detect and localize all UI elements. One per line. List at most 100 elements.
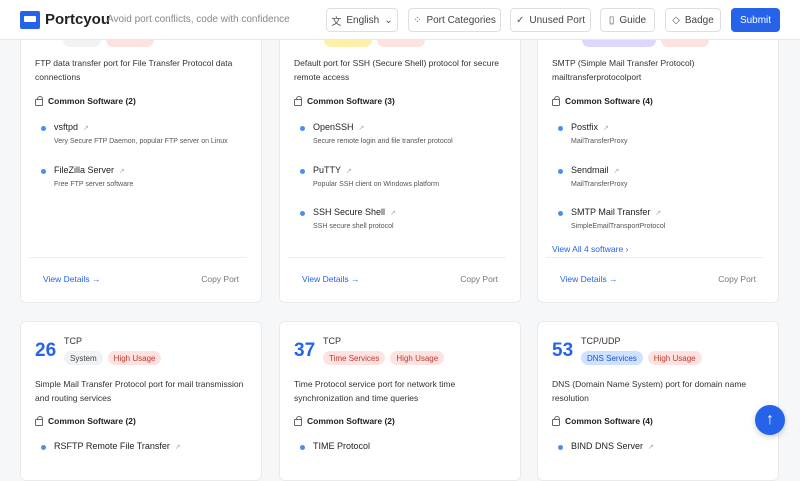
unused-port-label: Unused Port: [529, 14, 585, 26]
tags: DNS Services High Usage: [581, 351, 702, 365]
brand-name[interactable]: Portcyou: [45, 11, 111, 28]
port-card: Default port for SSH (Secure Shell) prot…: [279, 0, 521, 303]
view-details-link[interactable]: View Details →: [560, 274, 618, 284]
software-name[interactable]: SSH Secure Shell: [313, 207, 386, 217]
external-link-icon[interactable]: ↗: [119, 168, 125, 175]
software-count: Common Software (2): [48, 96, 136, 106]
bullet-icon: [41, 169, 46, 174]
divider: [288, 257, 506, 258]
submit-button[interactable]: Submit: [731, 8, 780, 32]
software-desc: SimpleEmailTransportProtocol: [571, 223, 666, 230]
software-count: Common Software (2): [48, 416, 136, 426]
bullet-icon: [41, 445, 46, 450]
bullet-icon: [558, 126, 563, 131]
port-card: 37 TCP Time Services High Usage Time Prot…: [279, 321, 521, 481]
software-desc: Free FTP server software: [54, 181, 134, 188]
external-link-icon[interactable]: ↗: [174, 444, 181, 451]
bullet-icon: [558, 169, 563, 174]
external-link-icon[interactable]: ↗: [655, 210, 662, 217]
bullet-icon: [41, 126, 46, 131]
tag: High Usage: [107, 351, 162, 365]
language-selector[interactable]: 文 English ⌄: [326, 8, 398, 32]
arrow-right-icon: →: [351, 274, 360, 284]
package-icon: [35, 415, 43, 426]
common-software-title: Common Software (4): [552, 415, 653, 426]
software-count: Common Software (2): [307, 416, 395, 426]
tagline: Avoid port conflicts, code with confiden…: [107, 14, 290, 25]
guide-button[interactable]: ▯ Guide: [600, 8, 655, 32]
bullet-icon: [558, 211, 563, 216]
tag: Time Services: [323, 351, 386, 365]
port-description: Default port for SSH (Secure Shell) prot…: [294, 58, 500, 82]
tag: System: [64, 351, 103, 365]
bullet-icon: [300, 126, 305, 131]
software-desc: Popular SSH client on Windows platform: [313, 181, 440, 188]
header: Portcyou Avoid port conflicts, code with…: [0, 0, 800, 40]
copy-port-button[interactable]: Copy Port: [460, 274, 498, 284]
tag: High Usage: [647, 351, 702, 365]
translate-icon: 文: [331, 16, 342, 28]
guide-label: Guide: [619, 14, 647, 26]
badge-button[interactable]: ◇ Badge: [665, 8, 721, 32]
software-name[interactable]: TIME Protocol: [313, 441, 371, 451]
view-details-link[interactable]: View Details →: [302, 274, 360, 284]
protocol: TCP: [323, 336, 341, 346]
port-card: FTP data transfer port for File Transfer…: [20, 0, 262, 303]
copy-port-button[interactable]: Copy Port: [201, 274, 239, 284]
external-link-icon[interactable]: ↗: [358, 125, 365, 132]
package-icon: [294, 415, 302, 426]
port-card: 26 TCP System High Usage Simple Mail Tran…: [20, 321, 262, 481]
software-count: Common Software (4): [565, 416, 653, 426]
software-count: Common Software (4): [565, 96, 653, 106]
software-name[interactable]: Sendmail: [571, 165, 609, 175]
chevron-right-icon: ›: [625, 244, 629, 254]
port-categories-button[interactable]: ⁘ Port Categories: [408, 8, 501, 32]
external-link-icon[interactable]: ↗: [603, 125, 609, 132]
tags: Time Services High Usage: [323, 351, 445, 365]
view-details-link[interactable]: View Details →: [43, 274, 101, 284]
software-desc: MailTransferProxy: [571, 181, 628, 188]
port-description: DNS (Domain Name System) port for domain…: [552, 379, 747, 403]
arrow-up-icon: ↑: [766, 411, 774, 428]
scroll-to-top-button[interactable]: ↑: [755, 405, 785, 435]
tags: System High Usage: [64, 351, 162, 365]
port-description: Simple Mail Transfer Protocol port for m…: [35, 379, 244, 403]
external-link-icon[interactable]: ↗: [390, 210, 396, 217]
chevron-down-icon: ⌄: [384, 14, 393, 26]
software-name[interactable]: BIND DNS Server: [571, 441, 644, 451]
view-all-software-link[interactable]: View All 4 software ›: [552, 244, 629, 254]
software-desc: Very Secure FTP Daemon, popular FTP serv…: [54, 138, 228, 145]
software-name[interactable]: PuTTY: [313, 165, 342, 175]
software-name[interactable]: Postfix: [571, 122, 599, 132]
port-number[interactable]: 37: [294, 340, 316, 361]
common-software-title: Common Software (2): [35, 415, 136, 426]
software-desc: MailTransferProxy: [571, 138, 628, 145]
protocol: TCP: [64, 336, 82, 346]
logo-icon[interactable]: [20, 11, 40, 29]
port-number[interactable]: 53: [552, 340, 574, 361]
external-link-icon[interactable]: ↗: [346, 168, 352, 175]
arrow-right-icon: →: [92, 274, 101, 284]
external-link-icon[interactable]: ↗: [83, 125, 89, 132]
software-name[interactable]: FileZilla Server: [54, 165, 115, 175]
common-software-title: Common Software (4): [552, 95, 653, 106]
grid-icon: ⁘: [413, 14, 422, 26]
software-name[interactable]: RSFTP Remote File Transfer: [54, 441, 170, 451]
external-link-icon[interactable]: ↗: [648, 444, 654, 451]
package-icon: [294, 95, 302, 106]
software-name[interactable]: OpenSSH: [313, 122, 354, 132]
bullet-icon: [300, 445, 305, 450]
port-number[interactable]: 26: [35, 340, 57, 361]
tag-icon: ◇: [672, 14, 680, 26]
external-link-icon[interactable]: ↗: [613, 168, 620, 175]
unused-port-button[interactable]: ✓ Unused Port: [510, 8, 591, 32]
software-name[interactable]: vsftpd: [54, 122, 79, 132]
tag: DNS Services: [581, 351, 643, 365]
software-name[interactable]: SMTP Mail Transfer: [571, 207, 651, 217]
port-card: 53 TCP/UDP DNS Services High Usage DNS (D…: [537, 321, 779, 481]
copy-port-button[interactable]: Copy Port: [718, 274, 756, 284]
book-icon: ▯: [608, 14, 615, 26]
package-icon: [552, 95, 560, 106]
check-circle-icon: ✓: [516, 14, 525, 26]
divider: [546, 257, 764, 258]
